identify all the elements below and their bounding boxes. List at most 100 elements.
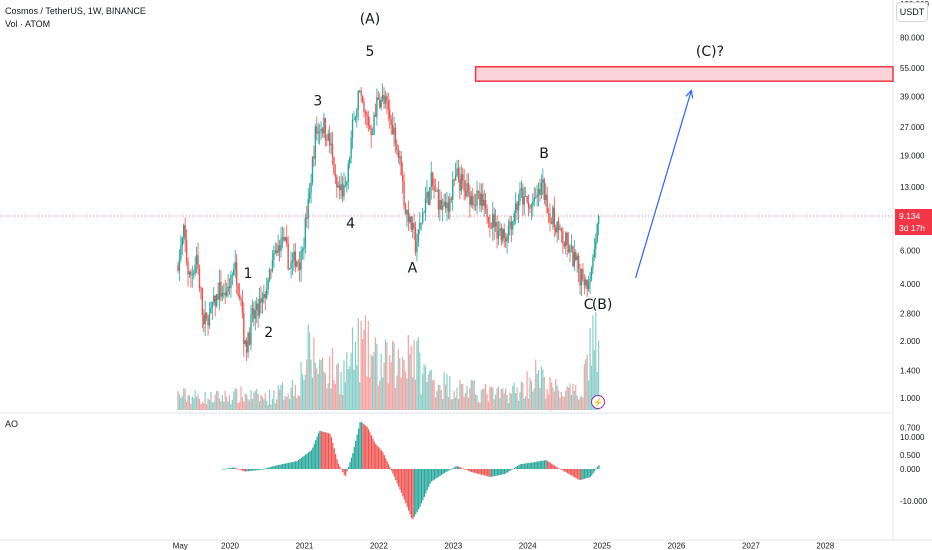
candle-body — [517, 201, 520, 211]
volume-bar — [510, 393, 512, 410]
candle-body — [547, 213, 550, 215]
volume-bar — [277, 385, 279, 410]
ao-bar — [369, 432, 371, 469]
volume-bar — [512, 386, 514, 410]
ao-bar — [352, 453, 354, 469]
candle-body — [549, 213, 551, 222]
candle-body — [338, 185, 341, 191]
candle-body — [565, 232, 567, 247]
ao-bar — [505, 469, 507, 474]
ao-bar — [282, 464, 284, 469]
ao-bar — [503, 469, 506, 474]
volume-bar — [306, 359, 308, 410]
volume-bar — [502, 388, 504, 410]
volume-bar — [416, 340, 418, 410]
candle-body — [416, 242, 418, 253]
candle-body — [367, 116, 369, 126]
volume-bar — [185, 401, 188, 410]
candle-body — [224, 292, 226, 296]
volume-bar — [370, 354, 372, 410]
volume-bar — [520, 381, 522, 410]
candle-body — [384, 96, 387, 104]
volume-bar — [467, 397, 470, 410]
currency-button[interactable]: USDT — [896, 2, 928, 22]
ao-bar — [253, 469, 255, 471]
ao-bar — [360, 421, 363, 469]
wave-label-3: 3 — [313, 93, 322, 109]
ao-bar — [466, 469, 468, 471]
volume-bar — [376, 343, 378, 410]
volume-bar — [506, 395, 508, 410]
volume-bar — [595, 311, 597, 410]
volume-bar — [299, 395, 301, 410]
ao-bar — [553, 465, 556, 469]
candle-body — [354, 117, 357, 120]
candle-body — [512, 221, 514, 230]
candle-body — [313, 156, 315, 159]
candle-body — [254, 310, 256, 319]
candle-body — [238, 295, 241, 298]
ao-bar — [317, 432, 320, 469]
volume-bar — [187, 395, 189, 410]
volume-bar — [446, 374, 448, 410]
ao-bar — [453, 467, 456, 469]
ao-bar — [532, 462, 534, 469]
ao-bar — [541, 460, 543, 469]
volume-bar — [436, 391, 438, 410]
candle-body — [351, 119, 354, 138]
ao-bar — [315, 440, 317, 469]
volume-bar — [482, 388, 484, 410]
volume-bar — [414, 379, 417, 410]
ao-bar — [287, 462, 290, 469]
candle-body — [334, 173, 337, 178]
candle-body — [563, 243, 566, 247]
flash-icon[interactable]: ⚡ — [591, 395, 605, 409]
ao-bar — [410, 469, 413, 518]
candle-body — [556, 221, 558, 233]
volume-bar — [208, 399, 211, 410]
ao-bar — [377, 447, 380, 469]
ao-bar — [579, 469, 581, 481]
candle-body — [452, 180, 454, 200]
candle-body — [274, 250, 276, 253]
volume-bar — [487, 401, 490, 410]
ao-bar — [353, 446, 355, 469]
ao-bar — [529, 462, 531, 469]
volume-bar — [184, 388, 186, 410]
ao-bar — [506, 469, 508, 473]
volume-bar — [557, 390, 560, 410]
volume-bar — [533, 388, 535, 410]
price-tick-label: 19.000 — [900, 152, 925, 161]
ao-bar — [406, 469, 408, 507]
ao-bar — [430, 469, 433, 482]
volume-bar — [422, 373, 424, 410]
candle-body — [264, 293, 266, 299]
volume-bar — [283, 399, 285, 410]
volume-bar — [424, 366, 427, 410]
volume-bar — [203, 403, 205, 410]
volume-bar — [464, 393, 467, 410]
volume-bar — [523, 398, 525, 410]
volume-bar — [287, 393, 289, 410]
ao-bar — [283, 463, 285, 469]
candle-body — [379, 99, 381, 108]
candle-body — [417, 229, 420, 243]
candle-body — [234, 262, 236, 269]
candle-body — [440, 200, 442, 210]
volume-bar — [387, 382, 389, 410]
volume-bar — [475, 394, 477, 410]
ao-bar — [356, 434, 358, 469]
ao-bar — [325, 432, 327, 469]
ao-bar — [549, 462, 551, 469]
ao-bar — [426, 469, 428, 491]
candle-body — [502, 229, 504, 241]
volume-bar — [575, 385, 577, 410]
candle-body — [288, 268, 291, 270]
candle-body — [593, 249, 596, 257]
volume-bar — [336, 364, 338, 410]
volume-bar — [578, 400, 580, 410]
price-tick-label: 1.400 — [900, 366, 921, 375]
candle-body — [278, 245, 281, 252]
candle-body — [391, 124, 394, 135]
